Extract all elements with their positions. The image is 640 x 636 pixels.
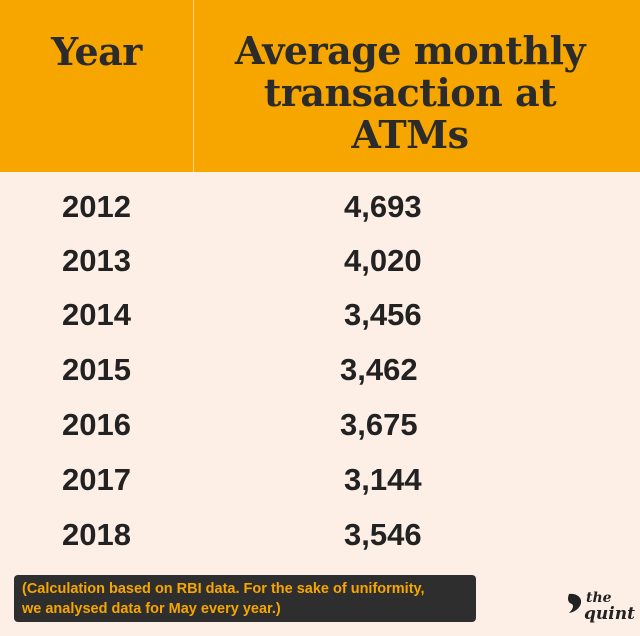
column-header-value-line1: Average monthly bbox=[234, 28, 586, 73]
cell-value: 3,546 bbox=[344, 517, 422, 552]
column-header-value-line3: ATMs bbox=[351, 112, 469, 157]
cell-year: 2015 bbox=[62, 352, 131, 387]
cell-year: 2018 bbox=[62, 517, 131, 552]
table-row: 2017 3,144 bbox=[0, 453, 640, 507]
cell-year: 2017 bbox=[62, 462, 131, 497]
cell-value: 4,693 bbox=[344, 189, 422, 224]
cell-value: 3,456 bbox=[344, 297, 422, 332]
cell-year: 2016 bbox=[62, 407, 131, 442]
table-row: 2016 3,675 bbox=[0, 398, 640, 452]
header-divider bbox=[193, 0, 194, 172]
logo-text-quint: quint bbox=[584, 604, 635, 624]
table-row: 2013 4,020 bbox=[0, 234, 640, 288]
cell-value: 3,144 bbox=[344, 462, 422, 497]
table-row: 2014 3,456 bbox=[0, 288, 640, 342]
table-row: 2012 4,693 bbox=[0, 180, 640, 234]
the-quint-logo: the quint bbox=[566, 590, 636, 630]
cell-year: 2013 bbox=[62, 243, 131, 278]
footnote-line2: we analysed data for May every year.) bbox=[22, 601, 281, 617]
cell-year: 2012 bbox=[62, 189, 131, 224]
cell-value: 4,020 bbox=[344, 243, 422, 278]
cell-year: 2014 bbox=[62, 297, 131, 332]
cell-value: 3,462 bbox=[340, 352, 418, 387]
footnote: (Calculation based on RBI data. For the … bbox=[14, 575, 476, 622]
column-header-value-line2: transaction at bbox=[263, 70, 557, 115]
table-row: 2018 3,546 bbox=[0, 508, 640, 562]
footnote-line1: (Calculation based on RBI data. For the … bbox=[22, 581, 425, 597]
column-header-value: Average monthly transaction at ATMs bbox=[200, 30, 620, 156]
table-header: Year Average monthly transaction at ATMs bbox=[0, 0, 640, 172]
logo-text-the: the bbox=[586, 590, 612, 606]
table-row: 2015 3,462 bbox=[0, 343, 640, 397]
column-header-year: Year bbox=[51, 29, 142, 74]
cell-value: 3,675 bbox=[340, 407, 418, 442]
quint-quote-icon bbox=[568, 593, 582, 613]
